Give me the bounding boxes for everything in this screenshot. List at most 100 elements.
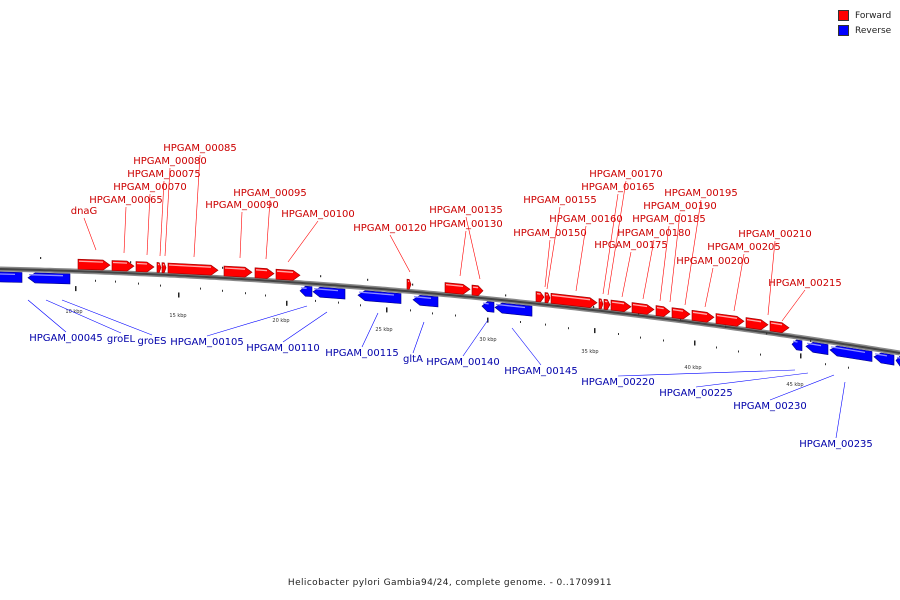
forward-leader-line [684, 199, 702, 306]
forward-gene-label: HPGAM_00075 [127, 169, 201, 180]
reverse-gene-label: HPGAM_00140 [426, 357, 500, 368]
scale-dot [40, 257, 42, 259]
scale-minor-dot [138, 282, 139, 285]
reverse-gene-label: HPGAM_00230 [733, 401, 807, 412]
reverse-gene-arrow [895, 355, 900, 367]
scale-label: 25 kbp [375, 327, 392, 333]
reverse-gene-arrow-shade [482, 302, 489, 305]
reverse-leader-line [511, 327, 542, 366]
forward-gene-label: HPGAM_00120 [353, 223, 427, 234]
reverse-leader-line [27, 299, 67, 333]
reverse-leader-line [835, 381, 846, 439]
scale-minor-dot [200, 287, 201, 290]
forward-gene-label: HPGAM_00065 [89, 195, 163, 206]
scale-minor-dot [410, 309, 411, 312]
reverse-swatch [838, 25, 849, 36]
scale-dot [725, 325, 727, 328]
forward-gene-label: HPGAM_00190 [643, 201, 717, 212]
scale-dot [766, 332, 768, 335]
forward-gene-label: dnaG [71, 206, 98, 217]
forward-leader-line [123, 206, 127, 254]
forward-leader-line [146, 193, 151, 256]
forward-gene-label: HPGAM_00210 [738, 229, 812, 240]
scale-dot [130, 261, 132, 264]
forward-gene-label: HPGAM_00130 [429, 219, 503, 230]
forward-leader-line [781, 289, 806, 322]
reverse-leader-line [61, 299, 153, 336]
scale-minor-dot [738, 350, 739, 353]
reverse-gene-arrow-shade [300, 287, 307, 289]
reverse-gene-arrow-shade [313, 288, 339, 292]
reverse-gene-label: HPGAM_00045 [29, 333, 103, 344]
forward-leader-line [159, 180, 165, 257]
forward-leader-line [621, 251, 632, 298]
scale-major-tick [694, 340, 696, 346]
scale-minor-dot [455, 314, 456, 317]
forward-leader-line [704, 267, 714, 308]
scale-dot [593, 306, 595, 308]
scale-minor-dot [115, 280, 116, 283]
forward-gene-label: HPGAM_00160 [549, 214, 623, 225]
forward-leader-line [465, 216, 481, 280]
genome-backbone [0, 268, 900, 355]
forward-gene-arrow-shade [224, 267, 246, 270]
reverse-leader-line [282, 311, 328, 343]
forward-leader-line [607, 180, 627, 296]
forward-gene-label: HPGAM_00195 [664, 188, 738, 199]
reverse-gene-arrow [791, 339, 803, 352]
forward-gene-arrow-shade [472, 286, 479, 289]
scale-minor-dot [245, 292, 246, 295]
forward-gene-label: HPGAM_00165 [581, 182, 655, 193]
scale-major-tick [386, 307, 388, 313]
reverse-leader-line [769, 374, 835, 401]
reverse-gene-arrow-shade [0, 273, 16, 276]
forward-gene-arrow-shade [746, 318, 762, 323]
legend-reverse-label: Reverse [855, 25, 892, 36]
forward-gene-label: HPGAM_00155 [523, 195, 597, 206]
forward-gene-label: HPGAM_00180 [617, 228, 691, 239]
forward-gene-label: HPGAM_00095 [233, 188, 307, 199]
reverse-leader-line [45, 299, 122, 334]
scale-major-tick [178, 292, 180, 298]
forward-leader-line [389, 234, 411, 273]
forward-gene-arrow-shade [656, 306, 664, 310]
forward-gene-arrow-shade [716, 314, 738, 319]
scale-major-tick [286, 300, 288, 306]
scale-minor-dot [568, 327, 569, 330]
forward-gene-arrow-shade [672, 309, 684, 312]
reverse-gene-arrow-shade [792, 340, 798, 343]
scale-major-tick [75, 286, 77, 292]
reverse-gene-arrow-shade [874, 353, 888, 357]
legend-forward-label: Forward [855, 10, 892, 21]
reverse-gene-arrow [357, 290, 402, 304]
reverse-gene-label: HPGAM_00105 [170, 337, 244, 348]
forward-gene-arrow-shade [112, 261, 128, 264]
forward-gene-label: HPGAM_00080 [133, 156, 207, 167]
genome-caption: Helicobacter pylori Gambia94/24, complet… [287, 578, 613, 588]
reverse-gene-label: HPGAM_00225 [659, 388, 733, 399]
forward-gene-label: HPGAM_00135 [429, 205, 503, 216]
forward-gene-arrow-shade [78, 260, 104, 263]
reverse-leader-line [617, 369, 796, 377]
forward-gene-arrow-shade [632, 303, 648, 308]
forward-gene-arrow-shade [536, 292, 541, 295]
forward-gene-arrow-shade [692, 311, 708, 315]
forward-gene-label: HPGAM_00200 [676, 256, 750, 267]
forward-leader-line [459, 230, 467, 277]
forward-leader-line [642, 239, 655, 300]
forward-leader-line [287, 220, 319, 263]
reverse-gene-arrow-shade [358, 291, 395, 296]
reverse-gene-label: HPGAM_00115 [325, 348, 399, 359]
scale-label: 15 kbp [169, 313, 186, 319]
reverse-gene-arrow [299, 285, 313, 297]
forward-gene-arrow [544, 292, 551, 304]
scale-minor-dot [716, 346, 717, 349]
legend: Forward Reverse [838, 8, 891, 38]
forward-swatch [838, 10, 849, 21]
legend-forward: Forward [838, 8, 891, 23]
scale-minor-dot [360, 304, 361, 307]
scale-minor-dot [825, 363, 826, 366]
forward-gene-label: HPGAM_00150 [513, 228, 587, 239]
scale-dot [505, 294, 507, 297]
